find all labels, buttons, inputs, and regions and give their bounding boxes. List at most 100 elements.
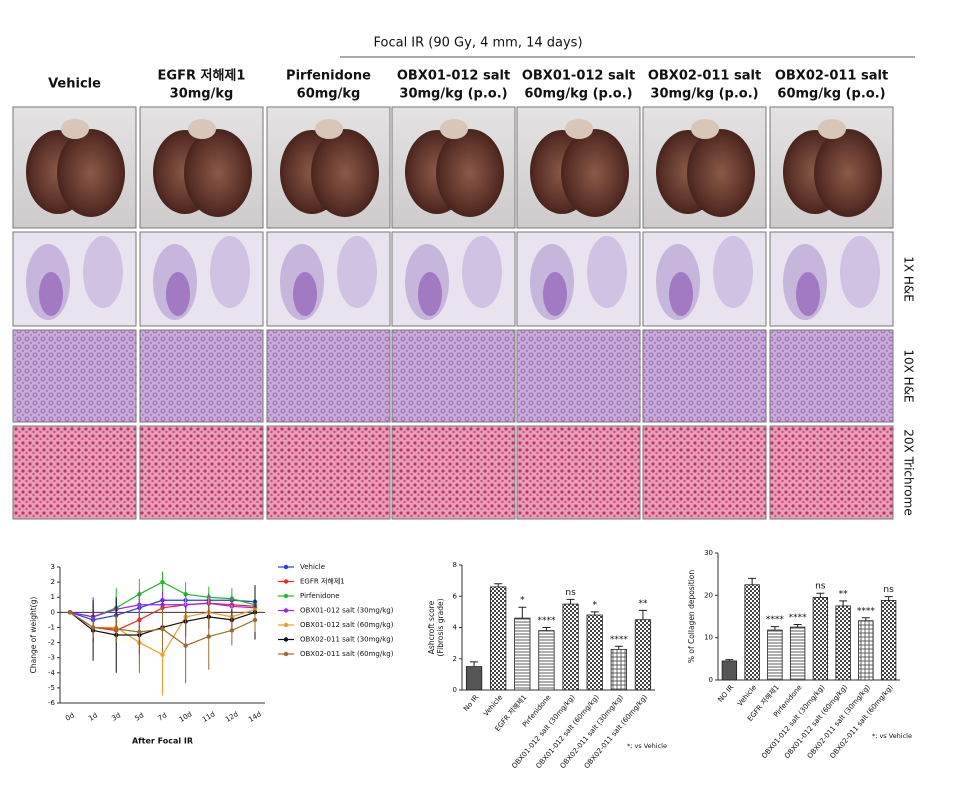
error-bar (770, 626, 779, 631)
histology (266, 329, 391, 423)
lung-photo (311, 129, 379, 217)
error-bar (566, 598, 575, 605)
y-tick-label: -2 (48, 639, 55, 647)
error-bar (590, 611, 599, 615)
data-point (160, 602, 165, 607)
lung-photo (57, 129, 125, 217)
error-bar (518, 606, 527, 619)
bar (744, 584, 760, 681)
column-label: 30mg/kg (p.o.) (650, 87, 758, 102)
data-point (90, 625, 96, 630)
chart-note: *; vs Vehicle (627, 742, 667, 750)
data-point (114, 626, 119, 632)
bar (465, 666, 483, 691)
y-tick-label: 0 (709, 676, 713, 684)
legend-label: OBX01-012 salt (60mg/kg) (300, 621, 394, 629)
x-tick-label: 3d (110, 711, 122, 722)
bar (514, 617, 531, 691)
x-tick-label: NO IR (717, 683, 736, 703)
significance-label: ** (839, 589, 849, 599)
data-point (137, 629, 142, 635)
tissue (840, 236, 880, 308)
y-tick-label: 10 (704, 634, 713, 642)
histology (391, 425, 516, 520)
histology (769, 425, 894, 520)
bar (812, 597, 829, 681)
legend-label: Pirfenidone (300, 592, 340, 600)
column-label: OBX02-011 salt (775, 69, 888, 84)
y-tick-label: 3 (51, 563, 55, 571)
legend-marker (283, 608, 289, 613)
significance-label: **** (789, 613, 808, 623)
column-label: EGFR 저해제1 (158, 68, 246, 84)
column-label: 30mg/kg (170, 87, 234, 102)
y-axis-label: % of Collagen deposition (687, 570, 696, 664)
x-tick-label: 1d (87, 711, 99, 722)
significance-label: ns (565, 588, 576, 598)
row-label: 1X H&E (902, 256, 916, 302)
significance-label: **** (766, 615, 785, 625)
fibrosis (669, 272, 693, 316)
x-tick-label: 12d (224, 710, 240, 724)
y-axis-label: Change of weight(g) (29, 597, 38, 674)
y-tick-label: -1 (48, 623, 55, 631)
error-bar (793, 624, 802, 628)
tissue (713, 236, 753, 308)
error-bar (542, 627, 551, 631)
column-label: 60mg/kg (p.o.) (524, 87, 632, 102)
fibrosis (293, 272, 317, 316)
fibrosis (543, 272, 567, 316)
significance-label: ** (638, 599, 648, 609)
chart-note: *; vs Vehicle (872, 732, 912, 740)
data-point (160, 626, 165, 632)
data-point (160, 652, 165, 657)
lung-photo (315, 119, 343, 139)
x-tick-label: Vehicle (482, 693, 504, 717)
column-label: 60mg/kg (p.o.) (777, 87, 885, 102)
tissue (210, 236, 250, 308)
y-axis-label: Ashcroft score (427, 600, 436, 654)
lung-photo (687, 129, 755, 217)
column-label: 60mg/kg (297, 87, 361, 102)
error-bar (638, 609, 647, 620)
lung-photo (188, 119, 216, 139)
tissue (83, 236, 123, 308)
histology (266, 425, 391, 520)
bar (610, 648, 627, 691)
y-tick-label: -3 (48, 654, 55, 662)
lung-photo (691, 119, 719, 139)
error-bar (614, 645, 623, 650)
bar (634, 619, 652, 691)
significance-label: ns (883, 585, 894, 595)
histology (642, 425, 767, 520)
column-label: OBX02-011 salt (648, 69, 761, 84)
error-bar (884, 596, 893, 601)
histology (769, 329, 894, 423)
histology (391, 329, 516, 423)
error-bar (839, 600, 848, 606)
fibrosis (418, 272, 442, 316)
bar (789, 626, 806, 681)
x-tick-label: 5d (134, 711, 146, 722)
x-tick-label: 0d (64, 711, 76, 722)
x-tick-label: 7d (157, 711, 169, 722)
fibrosis (39, 272, 63, 316)
data-point (183, 643, 188, 648)
error-bar (725, 659, 734, 661)
lung-photo (818, 119, 846, 139)
legend-marker (283, 579, 289, 584)
significance-label: **** (610, 635, 629, 645)
x-tick-label: Vehicle (736, 683, 758, 707)
data-point (252, 617, 258, 623)
legend-marker (283, 593, 289, 599)
bar (562, 603, 579, 691)
histology (516, 425, 641, 520)
y-tick-label: 0 (453, 686, 457, 694)
bar (835, 605, 851, 681)
significance-label: **** (857, 606, 876, 616)
significance-label: * (520, 596, 525, 606)
legend-label: EGFR 저해제1 (300, 577, 345, 586)
column-label: Pirfenidone (286, 69, 371, 84)
bar (767, 629, 783, 681)
